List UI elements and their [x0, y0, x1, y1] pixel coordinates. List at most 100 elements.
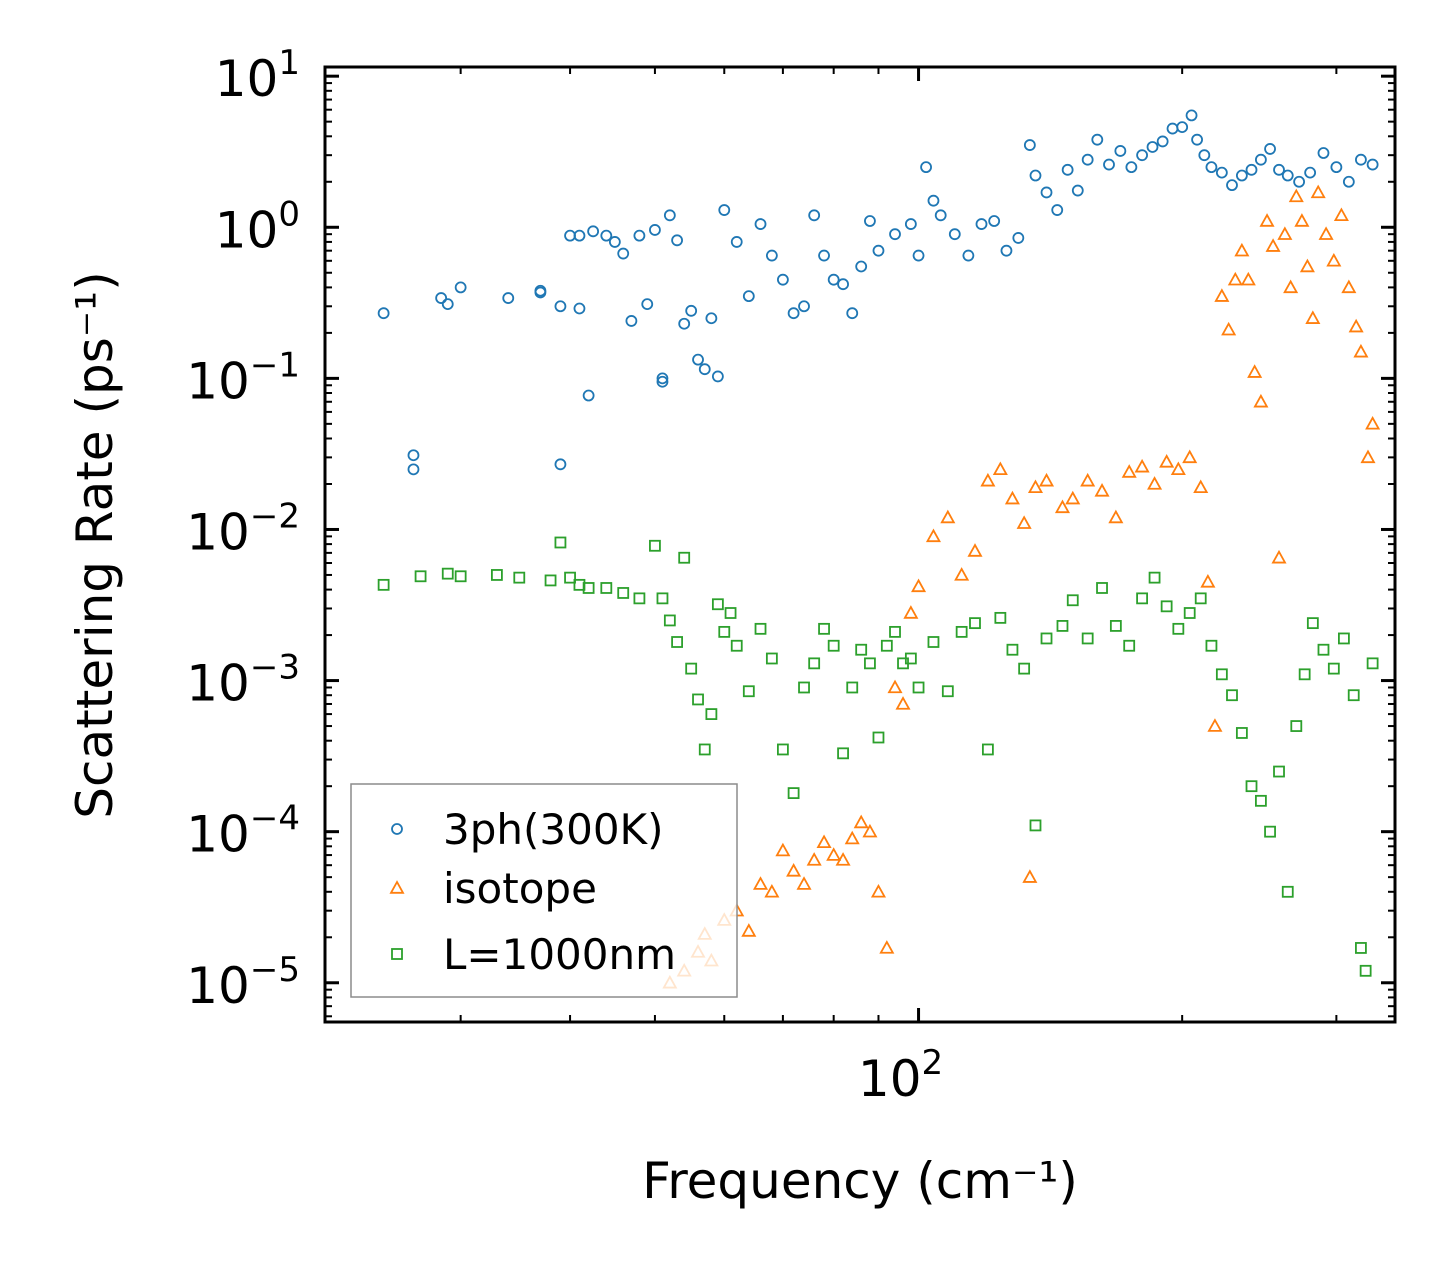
data-point — [912, 249, 925, 262]
data-point — [835, 852, 851, 866]
data-point — [513, 571, 526, 584]
legend-label-isotope: isotope — [443, 864, 597, 913]
data-point — [649, 224, 661, 236]
data-point — [1121, 464, 1137, 478]
data-point — [1281, 885, 1294, 898]
data-point — [1245, 163, 1258, 176]
data-point — [1214, 288, 1230, 302]
data-point — [862, 823, 878, 838]
data-point — [837, 747, 849, 760]
data-point — [904, 218, 917, 230]
series-2 — [377, 536, 1379, 977]
data-point — [678, 317, 691, 330]
data-point — [1066, 594, 1079, 607]
data-point — [718, 625, 731, 638]
data-point — [967, 543, 983, 557]
x-tick-labels: 102 — [858, 1043, 943, 1108]
data-point — [846, 681, 859, 694]
data-point — [441, 298, 454, 311]
data-point — [1109, 620, 1122, 632]
data-point — [1051, 204, 1064, 216]
data-point — [826, 847, 842, 861]
data-point — [692, 693, 704, 706]
data-point — [1182, 449, 1198, 464]
data-point — [582, 389, 595, 402]
data-point — [1004, 490, 1020, 505]
data-point — [1240, 271, 1256, 286]
data-point — [1205, 639, 1218, 652]
data-point — [1166, 122, 1179, 135]
data-point — [730, 236, 743, 248]
data-point — [1185, 109, 1198, 122]
data-point — [1264, 143, 1276, 155]
data-point — [600, 229, 613, 242]
data-point — [1226, 179, 1238, 192]
data-point — [1294, 213, 1310, 227]
data-point — [1029, 819, 1042, 832]
data-point — [656, 375, 669, 388]
data-point — [1264, 825, 1276, 838]
data-point — [1114, 145, 1127, 157]
data-point — [1306, 617, 1319, 630]
data-point — [1277, 226, 1293, 240]
tick-label: 102 — [858, 1043, 943, 1108]
data-point — [573, 229, 586, 242]
data-point — [407, 449, 420, 462]
data-point — [1108, 509, 1124, 524]
data-point — [927, 194, 940, 207]
data-point — [1056, 620, 1069, 632]
data-point — [872, 731, 885, 744]
data-point — [1348, 318, 1364, 333]
data-point — [1040, 632, 1053, 645]
data-point — [954, 567, 970, 581]
data-point — [1022, 869, 1038, 883]
data-point — [582, 582, 595, 594]
data-point — [1191, 133, 1203, 146]
data-point — [1271, 549, 1287, 564]
data-point — [633, 229, 646, 242]
data-point — [975, 218, 988, 230]
data-point — [1029, 169, 1042, 182]
tick-label: 10−5 — [186, 950, 300, 1015]
data-point — [718, 204, 731, 216]
data-point — [454, 570, 467, 583]
data-point — [1265, 238, 1281, 252]
tick-label: 10−2 — [186, 496, 300, 561]
y-tick-labels: 101 100 10−1 10−2 10−3 10−4 10−5 — [186, 43, 300, 1015]
tick-label: 101 — [215, 43, 300, 108]
data-point — [1235, 169, 1248, 182]
data-point — [872, 244, 885, 257]
data-point — [641, 298, 654, 311]
data-point — [1365, 416, 1381, 430]
data-point — [903, 605, 919, 619]
data-point — [1012, 232, 1025, 244]
data-point — [1341, 279, 1357, 294]
data-point — [895, 696, 911, 710]
data-point — [837, 278, 849, 291]
data-point — [765, 652, 778, 665]
legend: 3ph(300K) isotope L=1000nm — [350, 783, 738, 998]
data-point — [502, 292, 515, 304]
data-point — [925, 528, 941, 543]
legend-marker-circle — [391, 823, 403, 835]
data-point — [1254, 153, 1267, 166]
data-point — [1065, 490, 1081, 505]
data-point — [920, 161, 932, 174]
data-point — [1327, 662, 1340, 675]
data-point — [994, 611, 1007, 624]
y-axis-label: Scattering Rate (ps⁻¹) — [66, 271, 124, 818]
data-point — [1159, 454, 1175, 468]
data-point — [1304, 166, 1317, 179]
data-point — [564, 571, 576, 584]
data-point — [844, 830, 860, 845]
data-point — [1333, 207, 1349, 222]
data-point — [554, 458, 567, 471]
data-point — [742, 290, 755, 303]
data-point — [1038, 472, 1055, 487]
data-point — [1136, 149, 1148, 162]
data-point — [1281, 169, 1294, 182]
data-point — [889, 228, 901, 241]
data-point — [940, 509, 956, 524]
data-point — [798, 681, 810, 694]
